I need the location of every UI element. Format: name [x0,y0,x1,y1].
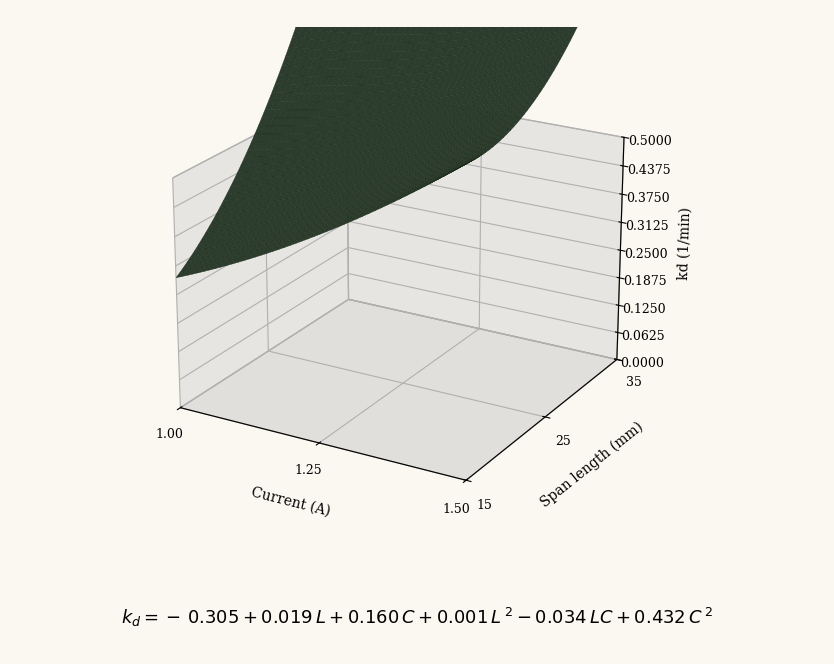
Y-axis label: Span length (mm): Span length (mm) [538,420,646,511]
Text: $k_d = -\,0.305 + 0.019\,L + 0.160\,C + 0.001\,L^{\,2} - 0.034\,LC + 0.432\,C^{\: $k_d = -\,0.305 + 0.019\,L + 0.160\,C + … [121,606,713,629]
X-axis label: Current (A): Current (A) [249,485,332,518]
